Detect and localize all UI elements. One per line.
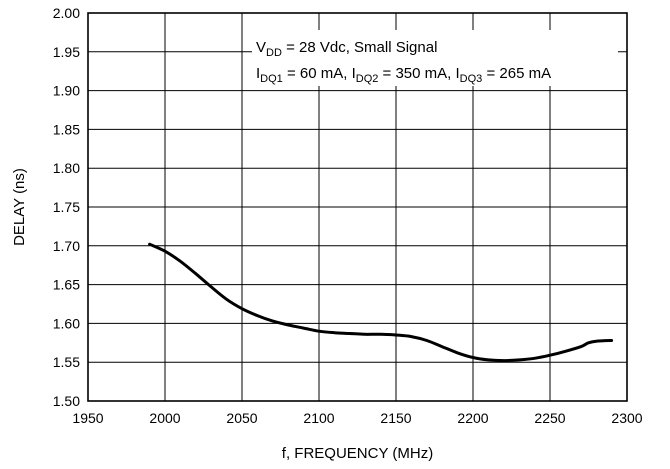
y-tick-label: 1.60	[53, 315, 80, 331]
y-tick-label: 1.85	[53, 121, 80, 137]
x-tick-label: 2250	[534, 410, 565, 426]
y-tick-labels: 1.50 1.55 1.60 1.65 1.70 1.75 1.80 1.85 1.90 1.95…	[53, 5, 80, 409]
annotation-line-1: VDD = 28 Vdc, Small Signal	[256, 39, 437, 59]
x-tick-label: 2050	[226, 410, 257, 426]
plot-frame	[87, 12, 628, 402]
x-tick-label: 2300	[611, 410, 642, 426]
x-tick-label: 2000	[149, 410, 180, 426]
annotation-line-2: IDQ1 = 60 mA, IDQ2 = 350 mA, IDQ3 = 265 …	[256, 65, 551, 85]
annotation-box	[252, 30, 618, 86]
y-tick-label: 1.50	[53, 393, 80, 409]
x-tick-label: 2200	[457, 410, 488, 426]
y-tick-label: 1.95	[53, 44, 80, 60]
x-tick-label: 2100	[303, 410, 334, 426]
x-tick-label: 2150	[380, 410, 411, 426]
y-tick-label: 1.90	[53, 83, 80, 99]
y-tick-label: 1.75	[53, 199, 80, 215]
delay-curve	[148, 242, 614, 363]
y-tick-label: 1.55	[53, 354, 80, 370]
y-tick-label: 1.65	[53, 277, 80, 293]
x-tick-label: 1950	[72, 410, 103, 426]
x-axis-title: f, FREQUENCY (MHz)	[282, 445, 433, 462]
y-tick-label: 1.70	[53, 238, 80, 254]
y-axis-title: DELAY (ns)	[11, 168, 28, 246]
y-tick-label: 1.80	[53, 160, 80, 176]
x-tick-labels: 1950 2000 2050 2100 2150 2200 2250 2300	[72, 410, 642, 426]
y-tick-label: 2.00	[53, 5, 80, 21]
